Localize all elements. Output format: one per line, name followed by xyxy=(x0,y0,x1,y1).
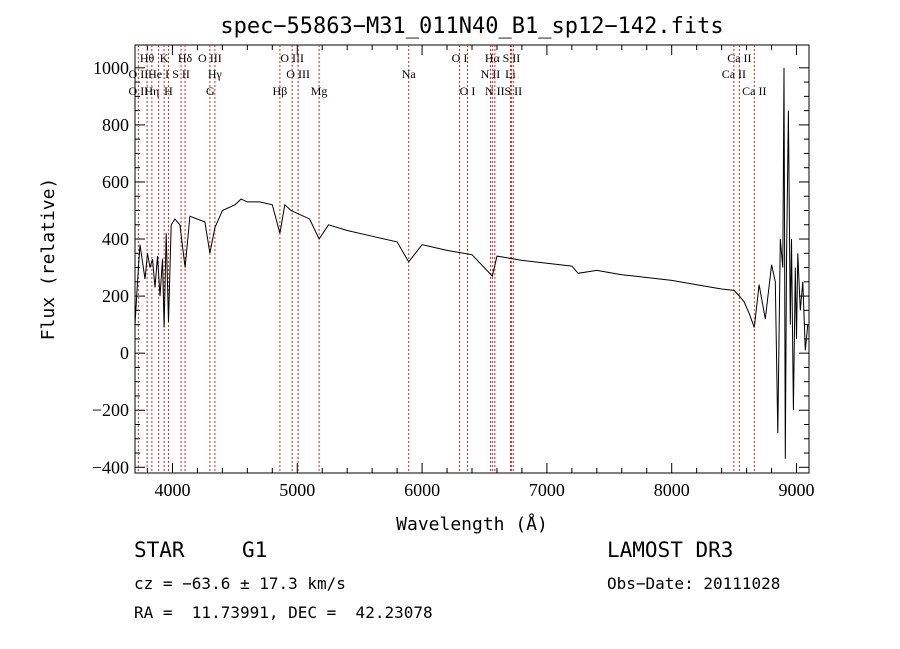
line-marker-label: O III xyxy=(198,51,222,65)
x-tick-label: 6000 xyxy=(404,480,440,500)
line-marker-label: Ca II xyxy=(742,84,766,98)
x-tick-label: 7000 xyxy=(529,480,565,500)
velocity-readout: cz = −63.6 ± 17.3 km/s xyxy=(134,574,346,593)
line-marker-label: Hη xyxy=(144,84,159,98)
line-marker-label: K xyxy=(160,51,169,65)
line-marker-label: O II xyxy=(129,67,149,81)
line-marker-label: O III xyxy=(286,67,310,81)
y-tick-label: 800 xyxy=(102,115,129,135)
survey-label: LAMOST DR3 xyxy=(607,538,734,562)
chart-title: spec−55863−M31_011N40_B1_sp12−142.fits xyxy=(220,14,723,39)
line-marker-label: N II xyxy=(485,84,505,98)
line-marker-label: Hγ xyxy=(208,67,223,81)
coordinates-readout: RA = 11.73991, DEC = 42.23078 xyxy=(134,603,433,622)
line-marker-label: Hδ xyxy=(178,51,193,65)
plot-frame xyxy=(134,44,810,474)
series-group xyxy=(134,67,809,459)
spectrum-line xyxy=(134,67,809,459)
line-marker-label: G xyxy=(206,84,215,98)
y-axis-label: Flux (relative) xyxy=(38,178,59,341)
line-marker-label: Li xyxy=(505,67,516,81)
line-marker-label: Mg xyxy=(311,84,328,98)
line-marker-label: O I xyxy=(452,51,468,65)
x-tick-label: 5000 xyxy=(279,480,315,500)
y-axis: −400 −200 0 200 400 600 800 1000 xyxy=(92,58,809,477)
line-marker-label: S II xyxy=(503,51,521,65)
x-tick-label: 4000 xyxy=(154,480,190,500)
line-marker-label: N II xyxy=(481,67,501,81)
class-label: STAR xyxy=(134,538,185,562)
line-marker-label: Hα xyxy=(485,51,501,65)
y-tick-label: 0 xyxy=(120,343,129,363)
line-marker-label: Na xyxy=(402,67,417,81)
line-marker-label: O III xyxy=(280,51,304,65)
subclass-label: G1 xyxy=(242,538,268,562)
x-axis-label: Wavelength (Å) xyxy=(396,513,548,535)
line-marker-label: H xyxy=(164,84,173,98)
line-marker-label: S II xyxy=(172,67,190,81)
x-tick-label: 9000 xyxy=(779,480,815,500)
line-marker-label: He I xyxy=(148,67,169,81)
y-tick-label: 400 xyxy=(102,229,129,249)
line-marker-label: Ca II xyxy=(722,67,746,81)
line-marker-label: Ca II xyxy=(727,51,751,65)
line-marker-label: Hβ xyxy=(273,84,288,98)
line-marker-label: S II xyxy=(504,84,522,98)
obs-date-readout: Obs−Date: 20111028 xyxy=(607,574,781,593)
x-axis: 4000 5000 6000 7000 8000 9000 xyxy=(146,45,815,500)
line-marker-label: O II xyxy=(129,84,149,98)
line-marker-label: O I xyxy=(460,84,476,98)
y-tick-label: 200 xyxy=(102,286,129,306)
x-tick-label: 8000 xyxy=(654,480,690,500)
y-tick-label: 600 xyxy=(102,172,129,192)
y-tick-label: −200 xyxy=(92,400,129,420)
line-marker-label: Hθ xyxy=(140,51,155,65)
y-tick-label: −400 xyxy=(92,457,129,477)
y-tick-label: 1000 xyxy=(93,58,129,78)
